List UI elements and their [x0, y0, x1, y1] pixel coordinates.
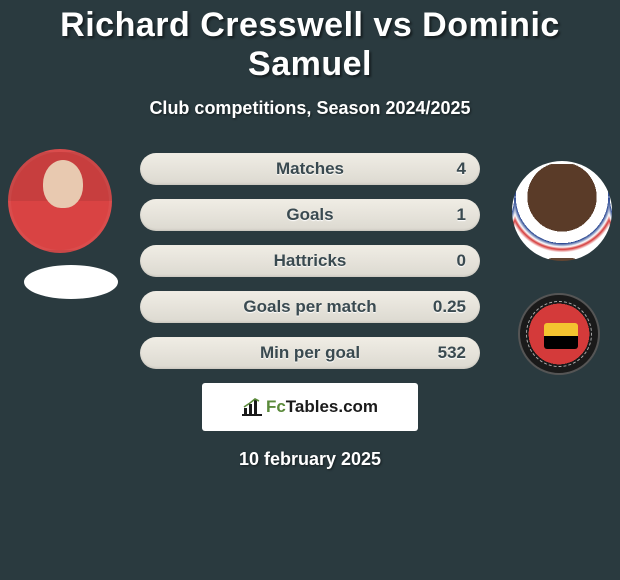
subtitle: Club competitions, Season 2024/2025	[0, 98, 620, 119]
stat-label: Hattricks	[274, 251, 347, 271]
stat-row: Hattricks 0	[140, 245, 480, 277]
player-left-avatar	[8, 149, 112, 253]
stat-value-right: 1	[457, 205, 466, 225]
logo-prefix: Fc	[266, 397, 286, 416]
logo-suffix: Tables.com	[286, 397, 378, 416]
stat-label: Matches	[276, 159, 344, 179]
source-logo: FcTables.com	[202, 383, 418, 431]
stat-value-right: 0.25	[433, 297, 466, 317]
comparison-panel: Matches 4 Goals 1 Hattricks 0 Goals per …	[0, 147, 620, 470]
player-right-avatar	[512, 161, 612, 261]
stat-row: Min per goal 532	[140, 337, 480, 369]
club-right-badge	[518, 293, 600, 375]
logo-text: FcTables.com	[266, 397, 378, 417]
club-left-badge	[24, 265, 118, 299]
bar-chart-icon	[242, 398, 262, 416]
page-title: Richard Cresswell vs Dominic Samuel	[0, 0, 620, 84]
stats-bars: Matches 4 Goals 1 Hattricks 0 Goals per …	[140, 147, 480, 369]
stat-label: Goals	[286, 205, 333, 225]
stat-value-right: 532	[438, 343, 466, 363]
stat-row: Goals per match 0.25	[140, 291, 480, 323]
stat-label: Goals per match	[243, 297, 376, 317]
stat-row: Goals 1	[140, 199, 480, 231]
date-line: 10 february 2025	[0, 449, 620, 470]
stat-value-right: 4	[457, 159, 466, 179]
stat-label: Min per goal	[260, 343, 360, 363]
stat-row: Matches 4	[140, 153, 480, 185]
stat-value-right: 0	[457, 251, 466, 271]
